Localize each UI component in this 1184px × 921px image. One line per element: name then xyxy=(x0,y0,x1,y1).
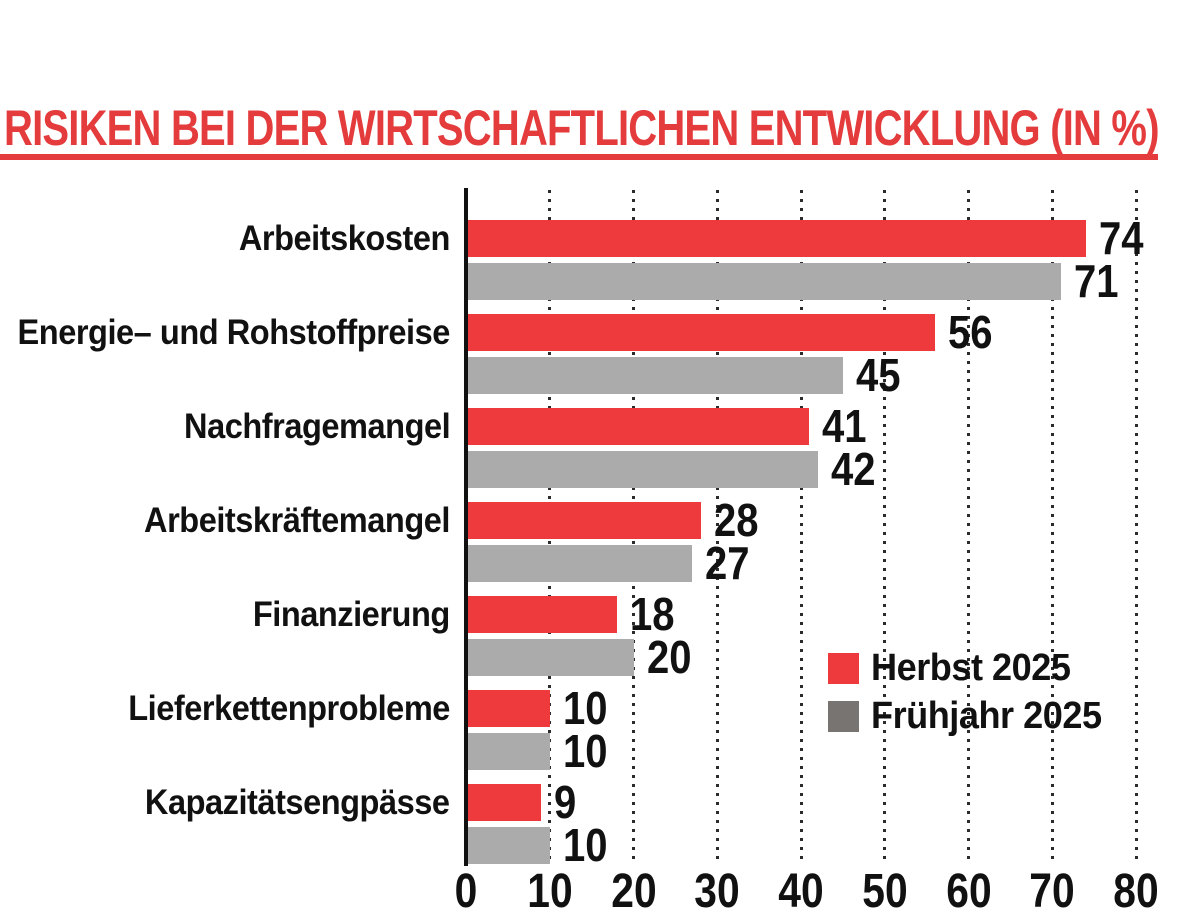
category-label: Arbeitskräftemangel xyxy=(144,501,450,540)
bar-herbst xyxy=(466,502,701,539)
chart-title: RISIKEN BEI DER WIRTSCHAFTLICHEN ENTWICK… xyxy=(4,100,1160,156)
category-label: Nachfragemangel xyxy=(183,407,451,446)
legend-swatch-fruehjahr xyxy=(828,700,859,732)
x-tick-label: 80 xyxy=(1113,865,1159,918)
value-label: 56 xyxy=(948,306,993,358)
category-label: Energie– und Rohstoffpreise xyxy=(17,313,451,352)
x-tick-label: 0 xyxy=(454,865,478,918)
category-label: Kapazitätsengpässe xyxy=(145,783,450,822)
value-label: 18 xyxy=(629,588,675,640)
bar-fruehjahr xyxy=(466,639,634,676)
value-label: 27 xyxy=(705,537,750,589)
value-label: 20 xyxy=(646,631,692,683)
value-label: 9 xyxy=(554,776,577,828)
bar-fruehjahr xyxy=(466,263,1061,300)
bar-herbst xyxy=(466,408,810,445)
y-axis-line xyxy=(464,188,468,866)
category-label: Lieferkettenprobleme xyxy=(128,689,450,728)
bar-fruehjahr xyxy=(466,357,843,394)
bar-herbst xyxy=(466,690,550,727)
gridline xyxy=(715,190,719,864)
legend-item: Frühjahr 2025 xyxy=(828,692,1114,740)
legend: Herbst 2025 Frühjahr 2025 xyxy=(828,644,1114,740)
bar-herbst xyxy=(466,220,1086,257)
gridline xyxy=(1050,190,1054,864)
value-label: 45 xyxy=(855,349,901,401)
category-label: Arbeitskosten xyxy=(238,219,450,258)
gridline xyxy=(967,190,970,864)
plot-area: 74 71 56 45 41 42 28 27 18 20 10 10 9 10 xyxy=(464,188,1143,871)
gridline xyxy=(1134,190,1138,864)
bar-fruehjahr xyxy=(466,827,550,864)
value-label: 10 xyxy=(562,819,608,871)
bar-herbst xyxy=(466,596,617,633)
value-label: 10 xyxy=(562,725,608,777)
value-label: 71 xyxy=(1073,255,1119,307)
category-label: Finanzierung xyxy=(253,595,450,634)
x-tick-label: 60 xyxy=(945,865,992,918)
bar-fruehjahr xyxy=(466,545,693,582)
gridline xyxy=(883,190,887,864)
x-tick-label: 50 xyxy=(862,865,908,918)
value-label: 10 xyxy=(562,682,608,734)
value-label: 41 xyxy=(822,400,867,452)
value-label: 42 xyxy=(830,443,876,495)
bar-fruehjahr xyxy=(466,733,550,770)
x-tick-label: 40 xyxy=(778,865,824,918)
legend-label: Herbst 2025 xyxy=(871,646,1071,689)
x-tick-label: 20 xyxy=(610,865,657,918)
legend-item: Herbst 2025 xyxy=(828,644,1114,692)
bar-herbst xyxy=(466,784,542,821)
bar-fruehjahr xyxy=(466,451,818,488)
gridline xyxy=(799,190,803,864)
legend-label: Frühjahr 2025 xyxy=(871,694,1102,737)
x-tick-label: 10 xyxy=(527,865,573,918)
legend-swatch-herbst xyxy=(828,652,859,684)
value-label: 28 xyxy=(713,494,759,546)
value-label: 74 xyxy=(1098,212,1144,264)
title-underline xyxy=(0,154,1158,160)
x-tick-label: 30 xyxy=(694,865,740,918)
category-labels: Arbeitskosten Energie– und Rohstoffpreise… xyxy=(0,190,451,864)
bar-herbst xyxy=(466,314,935,351)
x-axis-tick-labels: 0 10 20 30 40 50 60 70 80 xyxy=(455,864,1159,918)
x-tick-label: 70 xyxy=(1029,865,1075,918)
